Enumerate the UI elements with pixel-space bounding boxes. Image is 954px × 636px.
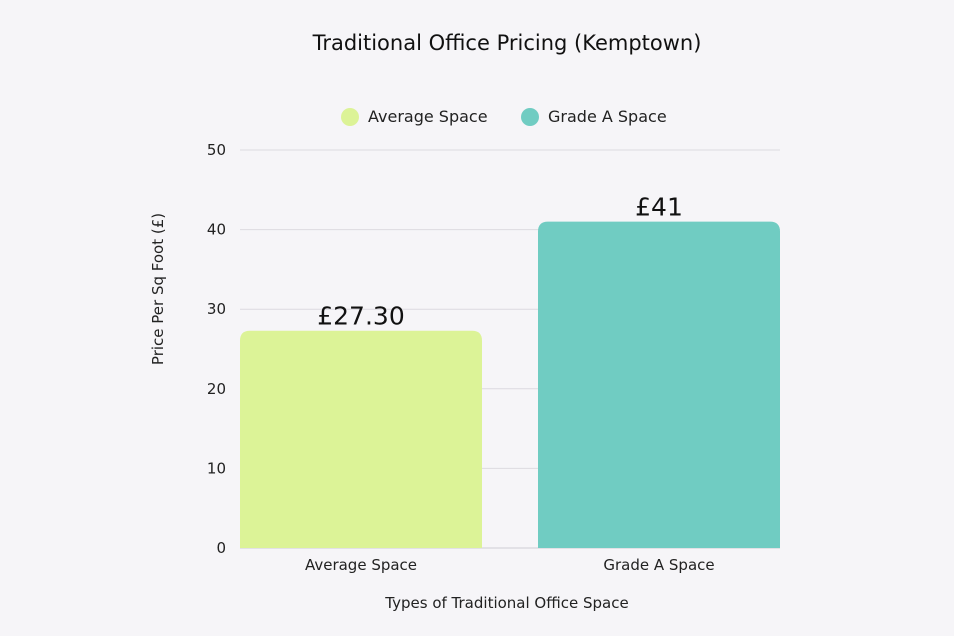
y-tick-label: 0 bbox=[216, 539, 226, 557]
y-tick-label: 40 bbox=[207, 221, 226, 239]
x-axis-ticks: Average Space Grade A Space bbox=[305, 556, 715, 574]
legend-label-average-space: Average Space bbox=[368, 107, 488, 126]
bar-grade-a-space bbox=[538, 221, 780, 548]
bar-average-space bbox=[240, 330, 482, 548]
legend-swatch-grade-a-space bbox=[521, 108, 539, 126]
data-labels: £27.30 £41 bbox=[317, 193, 683, 331]
y-tick-label: 30 bbox=[207, 300, 226, 318]
y-axis-ticks: 0 10 20 30 40 50 bbox=[207, 141, 226, 557]
bars bbox=[240, 221, 780, 548]
legend-label-grade-a-space: Grade A Space bbox=[548, 107, 667, 126]
chart-title: Traditional Office Pricing (Kemptown) bbox=[312, 31, 702, 55]
y-tick-label: 20 bbox=[207, 380, 226, 398]
data-label: £41 bbox=[635, 193, 683, 222]
data-label: £27.30 bbox=[317, 302, 404, 331]
legend-swatch-average-space bbox=[341, 108, 359, 126]
x-tick-label: Grade A Space bbox=[603, 556, 714, 574]
y-axis-label: Price Per Sq Foot (£) bbox=[149, 213, 167, 365]
legend: Average Space Grade A Space bbox=[341, 107, 667, 126]
y-tick-label: 10 bbox=[207, 459, 226, 477]
y-tick-label: 50 bbox=[207, 141, 226, 159]
x-axis-label: Types of Traditional Office Space bbox=[384, 594, 628, 612]
x-tick-label: Average Space bbox=[305, 556, 417, 574]
